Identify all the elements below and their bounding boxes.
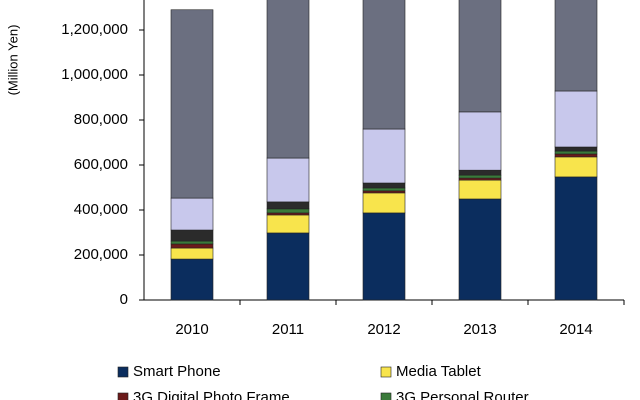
y-axis-label: (Million Yen) — [5, 25, 20, 96]
y-tick-label: 800,000 — [74, 111, 128, 128]
x-tick-label: 2010 — [175, 321, 208, 338]
y-tick-label: 1,200,000 — [61, 21, 128, 38]
bar-segment — [362, 190, 406, 194]
x-tick-label: 2013 — [463, 321, 496, 338]
bar-segment — [266, 201, 310, 210]
bar-segment — [170, 243, 214, 249]
legend-swatch — [380, 366, 392, 378]
x-tick-label: 2011 — [272, 321, 304, 338]
bar-segment — [170, 229, 214, 242]
legend-swatch — [117, 392, 129, 400]
bar-segment — [362, 128, 406, 184]
bar-segment — [266, 214, 310, 234]
y-tick-label: 400,000 — [74, 201, 128, 218]
bar-segment — [554, 176, 598, 301]
x-tick-label: 2012 — [367, 321, 400, 338]
bar-segment — [170, 247, 214, 260]
bar-segment — [554, 153, 598, 158]
bar-segment — [266, 208, 310, 214]
y-tick-label: 600,000 — [74, 156, 128, 173]
bar-segment — [458, 179, 502, 200]
bar-segment — [458, 198, 502, 301]
legend-label: 3G Personal Router — [396, 389, 529, 400]
bar-segment — [170, 9, 214, 199]
bar-segment — [554, 146, 598, 152]
bar-segment — [362, 187, 406, 192]
bar-segment — [554, 90, 598, 148]
bar-segment — [362, 192, 406, 214]
y-tick-label: 1,000,000 — [61, 66, 128, 83]
legend-swatch — [117, 366, 129, 378]
bar-segment — [362, 0, 406, 130]
bar-segment — [266, 157, 310, 203]
legend-swatch — [380, 392, 392, 400]
legend-label: 3G Digital Photo Frame — [133, 389, 290, 400]
bar-segment — [458, 177, 502, 181]
y-tick-label: 0 — [120, 291, 128, 308]
bar-segment — [170, 197, 214, 231]
bar-segment — [266, 0, 310, 159]
y-tick-label: 200,000 — [74, 246, 128, 263]
legend-label: Smart Phone — [133, 363, 221, 380]
bar-segment — [458, 0, 502, 113]
bar-segment — [362, 182, 406, 189]
bar-segment — [170, 258, 214, 301]
bar-segment — [458, 174, 502, 179]
bar-segment — [554, 150, 598, 155]
bar-segment — [170, 240, 214, 245]
bar-segment — [266, 212, 310, 216]
bar-segment — [554, 156, 598, 178]
bar-segment — [362, 212, 406, 301]
bar-segment — [458, 111, 502, 171]
bar-segment — [554, 0, 598, 92]
bar-segment — [266, 232, 310, 301]
legend-label: Media Tablet — [396, 363, 482, 380]
bar-segment — [458, 169, 502, 176]
x-tick-label: 2014 — [559, 321, 592, 338]
